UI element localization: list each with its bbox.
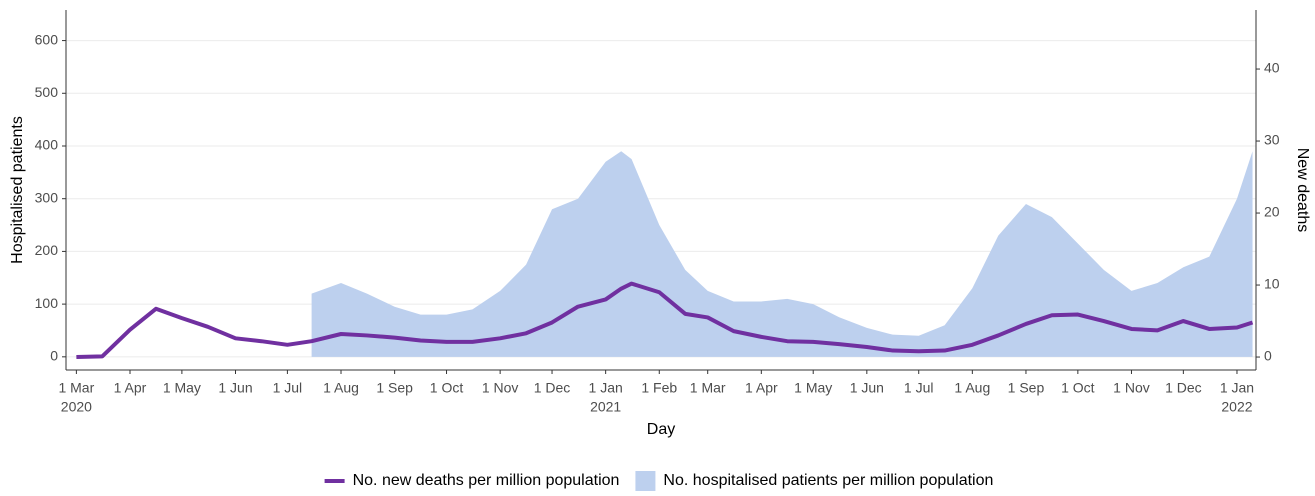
x-tick-label: 1 Nov xyxy=(482,380,519,396)
x-tick-label: 1 Mar xyxy=(58,380,94,396)
x-tick-label: 1 Dec xyxy=(534,380,571,396)
x-tick-label: 1 Oct xyxy=(430,380,464,396)
x-tick-label: 1 Jan xyxy=(589,380,623,396)
y-tick-label: 200 xyxy=(35,242,59,258)
y2-tick-label: 20 xyxy=(1264,204,1280,220)
y2-axis-title: New deaths xyxy=(1294,148,1311,233)
x-tick-label: 1 Sep xyxy=(376,380,413,396)
legend-swatch xyxy=(635,471,656,491)
x-tick-year: 2021 xyxy=(590,399,621,415)
x-tick-label: 1 Oct xyxy=(1061,380,1095,396)
x-tick-label: 1 Jun xyxy=(218,380,252,396)
x-tick-label: 1 Sep xyxy=(1008,380,1045,396)
x-tick-label: 1 Apr xyxy=(114,380,147,396)
y-tick-label: 0 xyxy=(50,348,58,364)
line xyxy=(76,281,1254,360)
x-tick-label: 1 Jan xyxy=(1220,380,1254,396)
x-tick-label: 1 Nov xyxy=(1113,380,1150,396)
y-tick-label: 300 xyxy=(35,189,59,205)
x-tick-label: 1 Feb xyxy=(641,380,677,396)
y-tick-label: 400 xyxy=(35,137,59,153)
y-tick-label: 600 xyxy=(35,31,59,47)
x-tick-label: 1 May xyxy=(794,380,832,396)
y-tick-label: 100 xyxy=(35,295,59,311)
y2-tick-label: 30 xyxy=(1264,132,1280,148)
y2-tick-label: 40 xyxy=(1264,60,1280,76)
x-tick-label: 1 Mar xyxy=(690,380,726,396)
x-tick-year: 2020 xyxy=(61,399,92,415)
legend-label: No. hospitalised patients per million po… xyxy=(663,472,993,489)
x-tick-label: 1 Dec xyxy=(1165,380,1202,396)
y-tick-label: 500 xyxy=(35,84,59,100)
x-tick-label: 1 Aug xyxy=(323,380,359,396)
area xyxy=(311,151,1253,357)
x-tick-label: 1 Jul xyxy=(904,380,934,396)
x-tick-year: 2022 xyxy=(1221,399,1252,415)
y-axis-title: Hospitalised patients xyxy=(9,116,26,264)
x-tick-label: 1 May xyxy=(163,380,201,396)
legend-label: No. new deaths per million population xyxy=(353,472,620,489)
y2-tick-label: 10 xyxy=(1264,276,1280,292)
x-tick-label: 1 Aug xyxy=(954,380,990,396)
x-tick-label: 1 Apr xyxy=(745,380,778,396)
x-tick-label: 1 Jun xyxy=(850,380,884,396)
x-tick-label: 1 Jul xyxy=(273,380,303,396)
y2-tick-label: 0 xyxy=(1264,348,1272,364)
x-axis-title: Day xyxy=(647,421,675,438)
